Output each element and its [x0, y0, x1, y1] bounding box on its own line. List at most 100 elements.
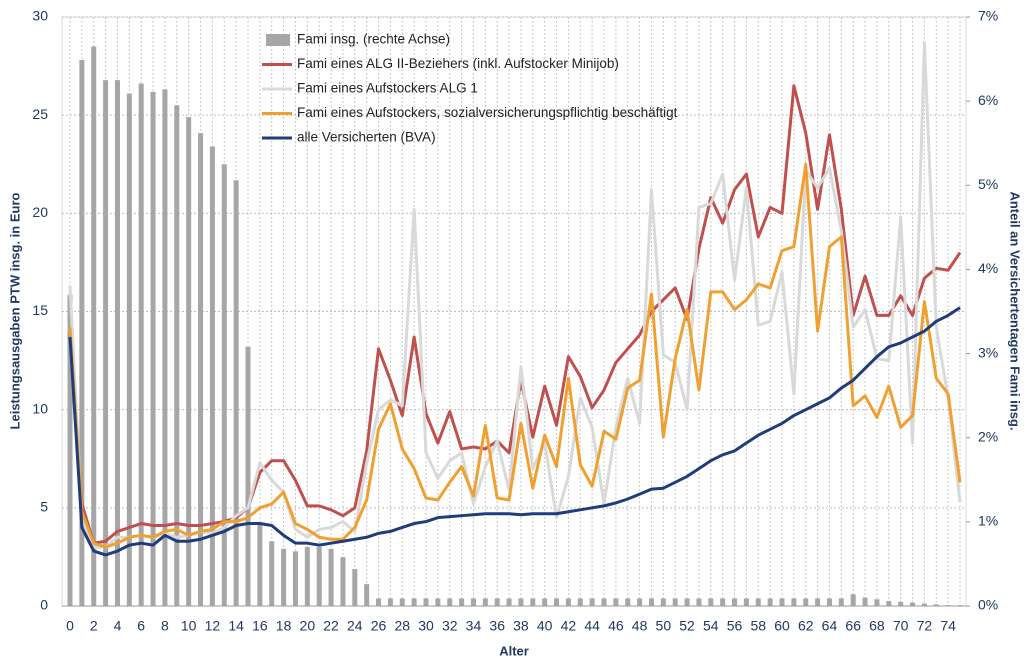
x-tick-label: 10: [181, 618, 197, 634]
x-tick-label: 34: [466, 618, 482, 634]
bar: [708, 598, 714, 606]
x-tick-label: 60: [774, 618, 790, 634]
bar: [850, 594, 856, 606]
bar: [221, 164, 227, 606]
x-tick-label: 50: [656, 618, 672, 634]
bar: [364, 584, 370, 606]
x-tick-label: 74: [940, 618, 956, 634]
x-tick-label: 64: [822, 618, 838, 634]
y2-tick-label: 2%: [978, 428, 998, 444]
x-tick-label: 16: [252, 618, 268, 634]
y-tick-label: 20: [32, 204, 48, 220]
bar: [589, 598, 595, 606]
bar: [411, 598, 417, 606]
x-tick-label: 26: [371, 618, 387, 634]
bar: [815, 598, 821, 606]
bar: [672, 598, 678, 606]
y-tick-label: 15: [32, 302, 48, 318]
bar: [447, 598, 453, 606]
bar: [577, 598, 583, 606]
x-tick-label: 14: [228, 618, 244, 634]
bar: [328, 548, 334, 606]
legend-label: alle Versicherten (BVA): [297, 130, 436, 145]
bar: [791, 598, 797, 606]
bar: [743, 598, 749, 606]
bar: [826, 598, 832, 606]
line: [68, 306, 961, 557]
bar: [281, 548, 287, 606]
bar: [755, 598, 761, 606]
y2-tick-label: 0%: [978, 597, 998, 613]
bar: [198, 133, 204, 607]
x-tick-label: 22: [323, 618, 339, 634]
x-tick-label: 52: [679, 618, 695, 634]
x-tick-label: 28: [394, 618, 410, 634]
y-tick-label: 25: [32, 106, 48, 122]
bar: [506, 598, 512, 606]
bar: [542, 598, 548, 606]
bar: [233, 180, 239, 607]
legend-label: Fami eines ALG II-Beziehers (inkl. Aufst…: [297, 56, 619, 71]
x-tick-label: 32: [442, 618, 458, 634]
x-tick-label: 24: [347, 618, 363, 634]
x-tick-label: 42: [561, 618, 577, 634]
bar: [625, 598, 631, 606]
bar: [613, 598, 619, 606]
bar: [684, 598, 690, 606]
bar: [720, 598, 726, 606]
legend-label: Fami eines Aufstockers ALG 1: [297, 81, 478, 96]
bar: [340, 557, 346, 606]
bar: [862, 597, 868, 606]
bar: [186, 117, 192, 606]
x-tick-label: 2: [90, 618, 98, 634]
x-tick-label: 56: [727, 618, 743, 634]
legend: Fami insg. (rechte Achse) Fami eines ALG …: [262, 32, 678, 145]
legend-swatch: [266, 34, 290, 46]
x-tick-label: 66: [845, 618, 861, 634]
bar: [767, 598, 773, 606]
y2-tick-label: 4%: [978, 260, 998, 276]
y2-tick-label: 5%: [978, 176, 998, 192]
bar: [459, 598, 465, 606]
bar: [399, 598, 405, 606]
x-tick-label: 40: [537, 618, 553, 634]
bar: [601, 598, 607, 606]
legend-label: Fami eines Aufstockers, sozialversicheru…: [297, 105, 678, 120]
bar: [933, 604, 939, 606]
x-tick-label: 20: [300, 618, 316, 634]
bar: [482, 598, 488, 606]
bar: [126, 93, 132, 606]
y-tick-label: 30: [32, 8, 48, 24]
bar: [138, 83, 144, 607]
bar: [79, 59, 85, 607]
x-tick-label: 38: [513, 618, 529, 634]
y-tick-label: 5: [40, 499, 48, 515]
bar: [779, 598, 785, 606]
y-tick-label: 10: [32, 400, 48, 416]
bar: [921, 603, 927, 606]
x-tick-label: 48: [632, 618, 648, 634]
bar: [257, 523, 263, 606]
x-tick-label: 58: [750, 618, 766, 634]
x-tick-label: 46: [608, 618, 624, 634]
bar: [637, 598, 643, 606]
bar: [648, 598, 654, 606]
bar: [910, 602, 916, 606]
x-tick-label: 70: [893, 618, 909, 634]
bar: [565, 598, 571, 606]
x-tick-label: 8: [161, 618, 169, 634]
bar: [292, 551, 298, 606]
bar: [245, 346, 251, 606]
x-tick-label: 72: [917, 618, 933, 634]
bar: [898, 601, 904, 606]
bar: [150, 91, 156, 606]
x-tick-label: 0: [66, 618, 74, 634]
bar: [103, 80, 109, 607]
bar: [162, 89, 168, 606]
bar: [304, 547, 310, 606]
bar: [696, 598, 702, 606]
x-tick-label: 36: [489, 618, 505, 634]
bar: [732, 598, 738, 606]
bar: [470, 598, 476, 606]
